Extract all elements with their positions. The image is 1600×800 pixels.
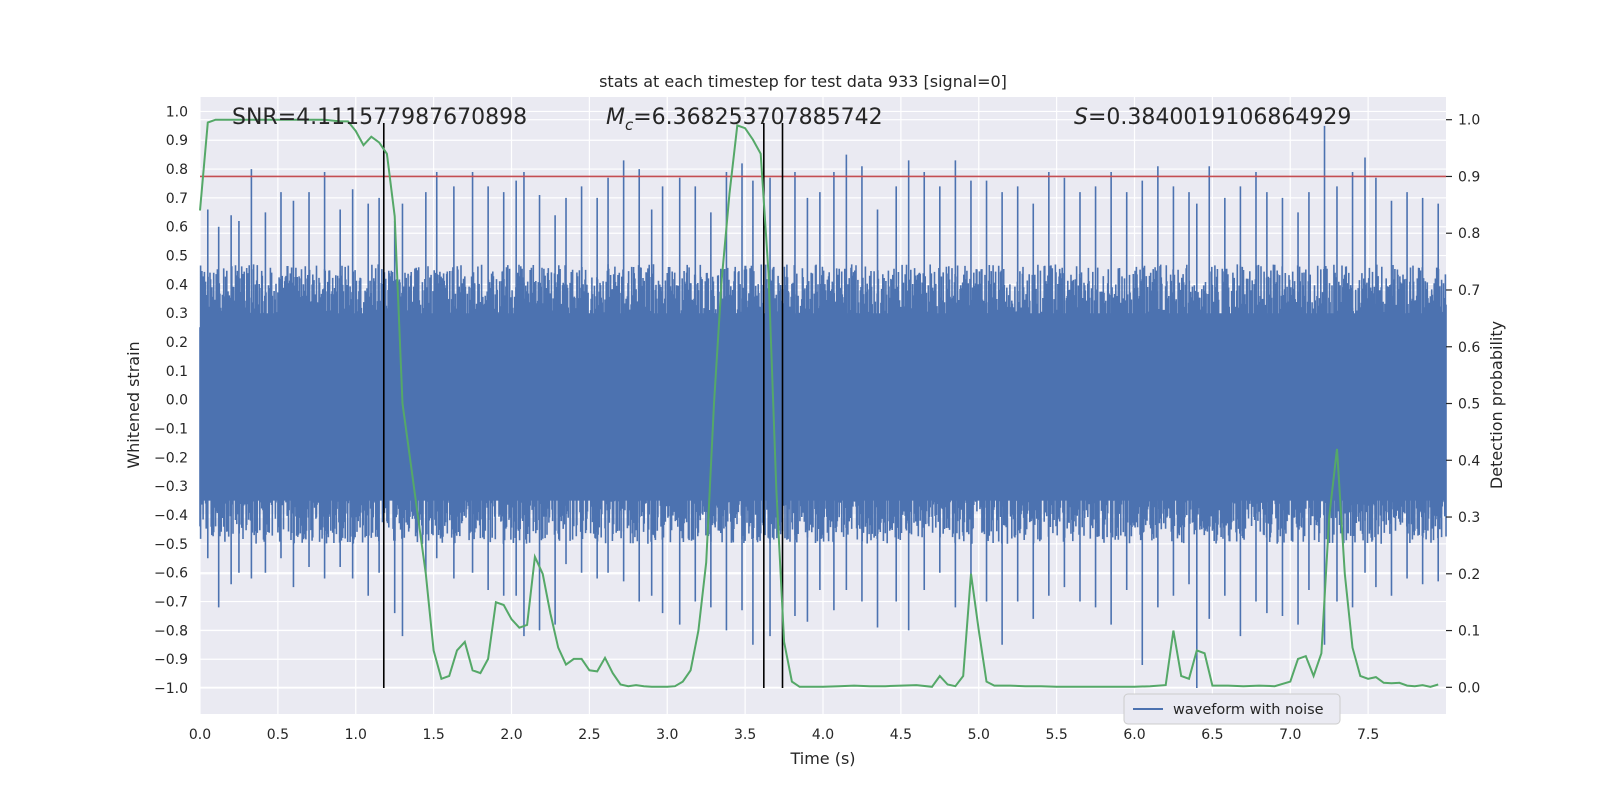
right-tick-label: 0.9 bbox=[1458, 169, 1480, 185]
x-tick-label: 6.0 bbox=[1123, 727, 1145, 743]
x-tick-label: 0.0 bbox=[189, 727, 211, 743]
y-tick-label: 0.1 bbox=[166, 364, 188, 380]
y-tick-label: 0.3 bbox=[166, 306, 188, 322]
x-tick-label: 5.0 bbox=[968, 727, 990, 743]
x-tick-label: 6.5 bbox=[1201, 727, 1223, 743]
s-symbol: S bbox=[1074, 105, 1088, 130]
x-tick-label: 2.0 bbox=[500, 727, 522, 743]
x-tick-label: 1.5 bbox=[422, 727, 444, 743]
y-tick-label: 1.0 bbox=[166, 104, 188, 120]
legend-label: waveform with noise bbox=[1173, 702, 1324, 718]
s-value: =0.3840019106864929 bbox=[1088, 105, 1351, 130]
chirp-mass-value: =6.368253707885742 bbox=[633, 105, 882, 130]
annotations: SNR=4.111577987670898 Mc=6.3682537078857… bbox=[232, 105, 1351, 134]
y-tick-label: 0.8 bbox=[166, 162, 188, 178]
x-tick-label: 7.5 bbox=[1357, 727, 1379, 743]
chirp-mass-subscript: c bbox=[625, 116, 634, 134]
y-axis-left-label: Whitened strain bbox=[124, 341, 143, 468]
chart-title: stats at each timestep for test data 933… bbox=[599, 72, 1007, 91]
y-axis-right-label: Detection probability bbox=[1487, 321, 1506, 489]
chirp-mass-annotation: Mc=6.368253707885742 bbox=[606, 105, 883, 134]
waveform-series bbox=[199, 125, 1447, 689]
y-axis-left: 1.0 0.9 0.8 0.7 0.6 0.5 0.4 0.3 0.2 0.1 0.0 −0.1 −0.… bbox=[154, 104, 188, 697]
right-tick-label: 0.8 bbox=[1458, 226, 1480, 242]
y-tick-label: −0.5 bbox=[154, 537, 188, 553]
y-tick-label: −0.7 bbox=[154, 595, 188, 611]
x-axis: 0.0 0.5 1.0 1.5 2.0 2.5 3.0 3.5 4.0 4.5 5.0 5.5 6.0 6… bbox=[189, 727, 1379, 743]
x-tick-label: 4.0 bbox=[812, 727, 834, 743]
detection-probability-series bbox=[199, 118, 1439, 688]
detection-probability-line bbox=[199, 118, 1439, 688]
snr-annotation: SNR=4.111577987670898 bbox=[232, 105, 527, 130]
y-tick-label: −0.8 bbox=[154, 623, 188, 639]
y-tick-label: −0.6 bbox=[154, 566, 188, 582]
s-annotation: S=0.3840019106864929 bbox=[1074, 105, 1351, 130]
y-axis-right: 1.0 0.9 0.8 0.7 0.6 0.5 0.4 0.3 0.2 0.1 0.0 bbox=[1446, 113, 1480, 696]
y-tick-label: 0.4 bbox=[166, 277, 188, 293]
y-tick-label: −0.9 bbox=[154, 652, 188, 668]
right-tick-label: 0.2 bbox=[1458, 567, 1480, 583]
x-tick-label: 1.0 bbox=[345, 727, 367, 743]
y-tick-label: 0.2 bbox=[166, 335, 188, 351]
y-tick-label: 0.9 bbox=[166, 133, 188, 149]
legend-box bbox=[1123, 693, 1341, 725]
y-tick-label: −0.2 bbox=[154, 450, 188, 466]
right-tick-label: 0.6 bbox=[1458, 340, 1480, 356]
x-tick-label: 5.5 bbox=[1045, 727, 1067, 743]
y-tick-label: 0.6 bbox=[166, 220, 188, 236]
right-tick-label: 0.1 bbox=[1458, 624, 1480, 640]
y-tick-label: −1.0 bbox=[154, 681, 188, 697]
y-tick-label: −0.3 bbox=[154, 479, 188, 495]
y-tick-label: 0.5 bbox=[166, 249, 188, 265]
right-tick-label: 0.4 bbox=[1458, 453, 1480, 469]
right-tick-label: 0.0 bbox=[1458, 680, 1480, 696]
x-tick-label: 2.5 bbox=[578, 727, 600, 743]
right-tick-label: 0.3 bbox=[1458, 510, 1480, 526]
right-tick-label: 0.5 bbox=[1458, 397, 1480, 413]
plot-area bbox=[199, 97, 1447, 714]
x-tick-label: 3.0 bbox=[656, 727, 678, 743]
right-tick-label: 1.0 bbox=[1458, 113, 1480, 129]
right-tick-label: 0.7 bbox=[1458, 283, 1480, 299]
waveform-core bbox=[200, 313, 1446, 501]
x-tick-label: 7.0 bbox=[1279, 727, 1301, 743]
chirp-mass-symbol: M bbox=[606, 105, 625, 130]
x-tick-label: 0.5 bbox=[267, 727, 289, 743]
x-axis-label: Time (s) bbox=[789, 749, 855, 768]
x-tick-label: 4.5 bbox=[890, 727, 912, 743]
y-tick-label: 0.7 bbox=[166, 191, 188, 207]
x-tick-label: 3.5 bbox=[734, 727, 756, 743]
y-tick-label: 0.0 bbox=[166, 393, 188, 409]
legend: waveform with noise bbox=[1123, 693, 1341, 725]
y-tick-label: −0.4 bbox=[154, 508, 188, 524]
y-tick-label: −0.1 bbox=[154, 422, 188, 438]
